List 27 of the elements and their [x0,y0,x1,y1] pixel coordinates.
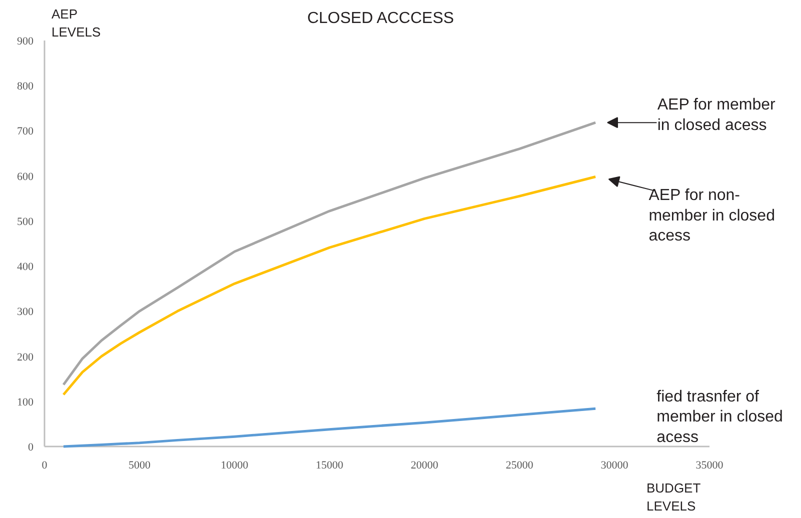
y-tick-label: 300 [17,306,34,318]
text: AEP for member in closed acess [657,96,776,134]
line-series [62,175,597,396]
y-tick-label: 600 [17,170,34,183]
y-tick-label: 100 [17,396,34,408]
x-axis-title: BUDGET LEVELS [646,480,701,514]
text: fied trasnfer of member in closed acess [656,388,783,446]
x-tick-label: 5000 [128,460,151,472]
y-tick-label: 0 [28,442,34,454]
x-tick-label: 35000 [696,460,724,472]
y-tick-label: 700 [17,126,34,138]
x-tick-label: 15000 [316,460,344,472]
y-tick-label: 500 [17,216,34,228]
chart-title: CLOSED ACCCESS [307,10,454,27]
y-tick-label: 800 [17,80,34,93]
line-series [62,407,597,448]
x-tick-label: 10000 [220,460,249,472]
text: AEP for non- member in closed acess [648,186,775,245]
x-tick-label: 25000 [506,460,534,472]
x-tick-label: 20000 [410,460,439,472]
line-series [62,121,597,386]
y-tick-label: 200 [17,351,34,364]
x-tick-label: 30000 [600,460,629,472]
y-tick-label: 900 [17,36,34,48]
y-axis-title: AEP LEVELS [52,6,101,40]
x-tick-label: 0 [42,460,48,472]
y-tick-label: 400 [17,261,34,274]
